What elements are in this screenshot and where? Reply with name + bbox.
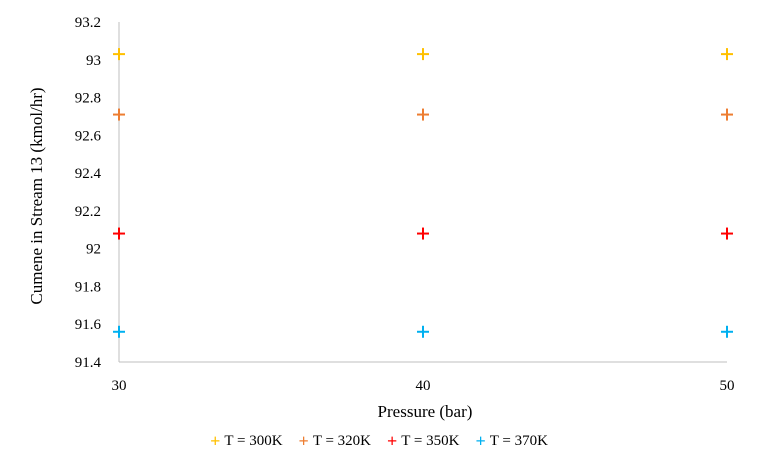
legend-item: + T = 350K [387,432,459,450]
data-point [721,108,733,121]
legend-marker-icon: + [475,431,486,451]
data-point [417,325,429,338]
legend-marker-icon: + [298,431,309,451]
y-tick-label: 92.6 [75,128,102,144]
data-point [721,48,733,61]
data-points [113,48,733,338]
data-point [113,48,125,61]
legend-item: + T = 300K [210,432,282,450]
legend-marker-icon: + [210,431,221,451]
y-tick-label: 91.6 [75,317,102,333]
x-tick-label: 30 [112,378,127,394]
data-point [417,227,429,240]
data-point [113,325,125,338]
y-tick-label: 92.8 [75,91,101,107]
legend-label: T = 350K [401,432,460,449]
y-axis-title: Cumene in Stream 13 (kmol/hr) [27,87,46,304]
y-tick-label: 91.4 [75,355,102,371]
y-tick-label: 92 [86,242,101,258]
legend-item: + T = 370K [475,432,547,450]
data-point [417,48,429,61]
y-tick-label: 93.2 [75,15,101,31]
y-tick-label: 93 [86,53,101,69]
y-tick-label: 92.4 [75,166,102,182]
y-tick-label: 91.8 [75,279,101,295]
x-tick-label: 40 [416,378,431,394]
x-tick-labels: 30 40 50 [112,378,735,394]
data-point [417,108,429,121]
data-point [113,108,125,121]
data-point [721,227,733,240]
legend-marker-icon: + [387,431,398,451]
x-axis-title: Pressure (bar) [378,402,473,421]
data-point [721,325,733,338]
legend-label: T = 370K [489,432,548,449]
x-tick-label: 50 [720,378,735,394]
legend: + T = 300K + T = 320K + T = 350K + T = 370K [0,432,758,450]
y-tick-labels: 91.4 91.6 91.8 92 92.2 92.4 92.6 92.8 93 93.2 [75,15,102,371]
y-tick-label: 92.2 [75,204,101,220]
data-point [113,227,125,240]
legend-label: T = 300K [224,432,283,449]
legend-label: T = 320K [312,432,371,449]
axes [118,22,727,363]
legend-item: + T = 320K [299,432,371,450]
